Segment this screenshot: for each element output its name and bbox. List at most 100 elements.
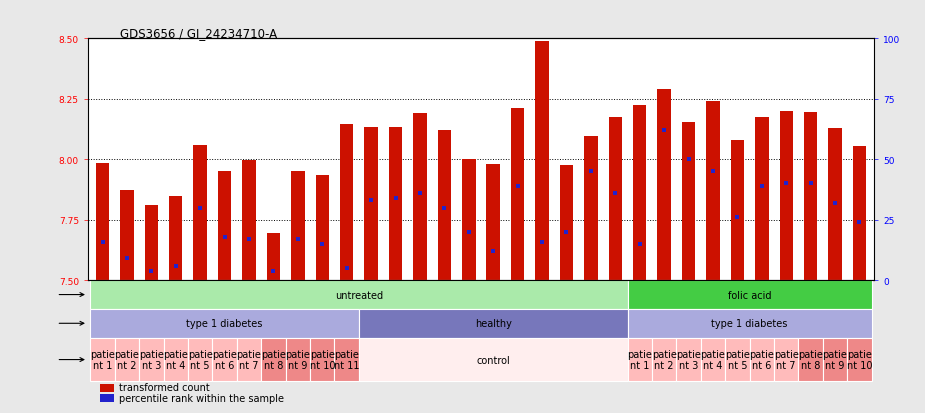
Bar [853,147,866,280]
Text: patie
nt 5: patie nt 5 [188,349,213,370]
Bar [652,338,676,382]
Point [608,190,623,197]
Bar [169,196,182,280]
Bar [585,137,598,280]
Bar [100,384,114,392]
Point [119,256,134,262]
Bar [804,113,818,280]
Bar [359,309,627,338]
Bar [487,165,500,280]
Text: patie
nt 6: patie nt 6 [749,349,774,370]
Text: untreated: untreated [335,290,383,300]
Text: healthy: healthy [475,318,512,328]
Bar [701,338,725,382]
Point [364,197,378,204]
Bar [91,338,115,382]
Bar [823,338,847,382]
Text: patie
nt 4: patie nt 4 [700,349,725,370]
Bar [91,280,627,309]
Point [486,248,500,255]
Text: patie
nt 1: patie nt 1 [90,349,115,370]
Bar [511,109,524,280]
Point [217,234,232,240]
Bar [266,233,280,280]
Bar [335,338,359,382]
Bar [413,114,426,280]
Point [290,236,305,243]
Point [95,239,110,245]
Bar [627,280,871,309]
Text: percentile rank within the sample: percentile rank within the sample [119,393,284,403]
Text: patie
nt 3: patie nt 3 [139,349,164,370]
Bar [609,118,622,280]
Bar [682,123,696,280]
Text: folic acid: folic acid [728,290,771,300]
Bar [242,161,255,280]
Point [803,181,818,188]
Point [706,169,721,175]
Bar [462,160,475,280]
Bar [676,338,701,382]
Point [314,241,329,248]
Bar [100,394,114,402]
Point [144,268,159,274]
Bar [798,338,823,382]
Bar [213,338,237,382]
Bar [829,128,842,280]
Bar [731,140,744,280]
Text: type 1 diabetes: type 1 diabetes [187,318,263,328]
Bar [774,338,798,382]
Point [755,183,770,190]
Bar [847,338,871,382]
Bar [536,42,549,280]
Point [462,229,476,235]
Bar [261,338,286,382]
Point [535,239,549,245]
Point [852,219,867,226]
Point [681,157,696,163]
Bar [633,106,647,280]
Text: patie
nt 4: patie nt 4 [164,349,188,370]
Text: patie
nt 7: patie nt 7 [237,349,262,370]
Bar [359,338,627,382]
Text: patie
nt 3: patie nt 3 [676,349,701,370]
Bar [144,206,158,280]
Bar [96,164,109,280]
Bar [438,131,451,280]
Bar [755,118,769,280]
Point [241,236,256,243]
Text: patie
nt 2: patie nt 2 [115,349,140,370]
Text: patie
nt 9: patie nt 9 [822,349,847,370]
Bar [91,309,359,338]
Bar [115,338,139,382]
Text: patie
nt 9: patie nt 9 [286,349,310,370]
Point [559,229,574,235]
Point [584,169,598,175]
Point [633,241,648,248]
Bar [627,309,871,338]
Bar [164,338,188,382]
Bar [364,127,377,280]
Bar [286,338,310,382]
Point [192,205,207,211]
Bar [237,338,261,382]
Text: type 1 diabetes: type 1 diabetes [711,318,788,328]
Text: patie
nt 11: patie nt 11 [334,349,360,370]
Text: patie
nt 10: patie nt 10 [310,349,335,370]
Text: patie
nt 10: patie nt 10 [846,349,872,370]
Point [266,268,281,274]
Text: patie
nt 8: patie nt 8 [798,349,823,370]
Point [779,181,794,188]
Bar [749,338,774,382]
Bar [188,338,213,382]
Bar [315,176,329,280]
Text: patie
nt 1: patie nt 1 [627,349,652,370]
Point [413,190,427,197]
Bar [658,90,671,280]
Text: GDS3656 / GI_24234710-A: GDS3656 / GI_24234710-A [120,27,278,40]
Text: patie
nt 2: patie nt 2 [652,349,676,370]
Bar [218,172,231,280]
Point [388,195,403,202]
Bar [627,338,652,382]
Bar [120,190,133,280]
